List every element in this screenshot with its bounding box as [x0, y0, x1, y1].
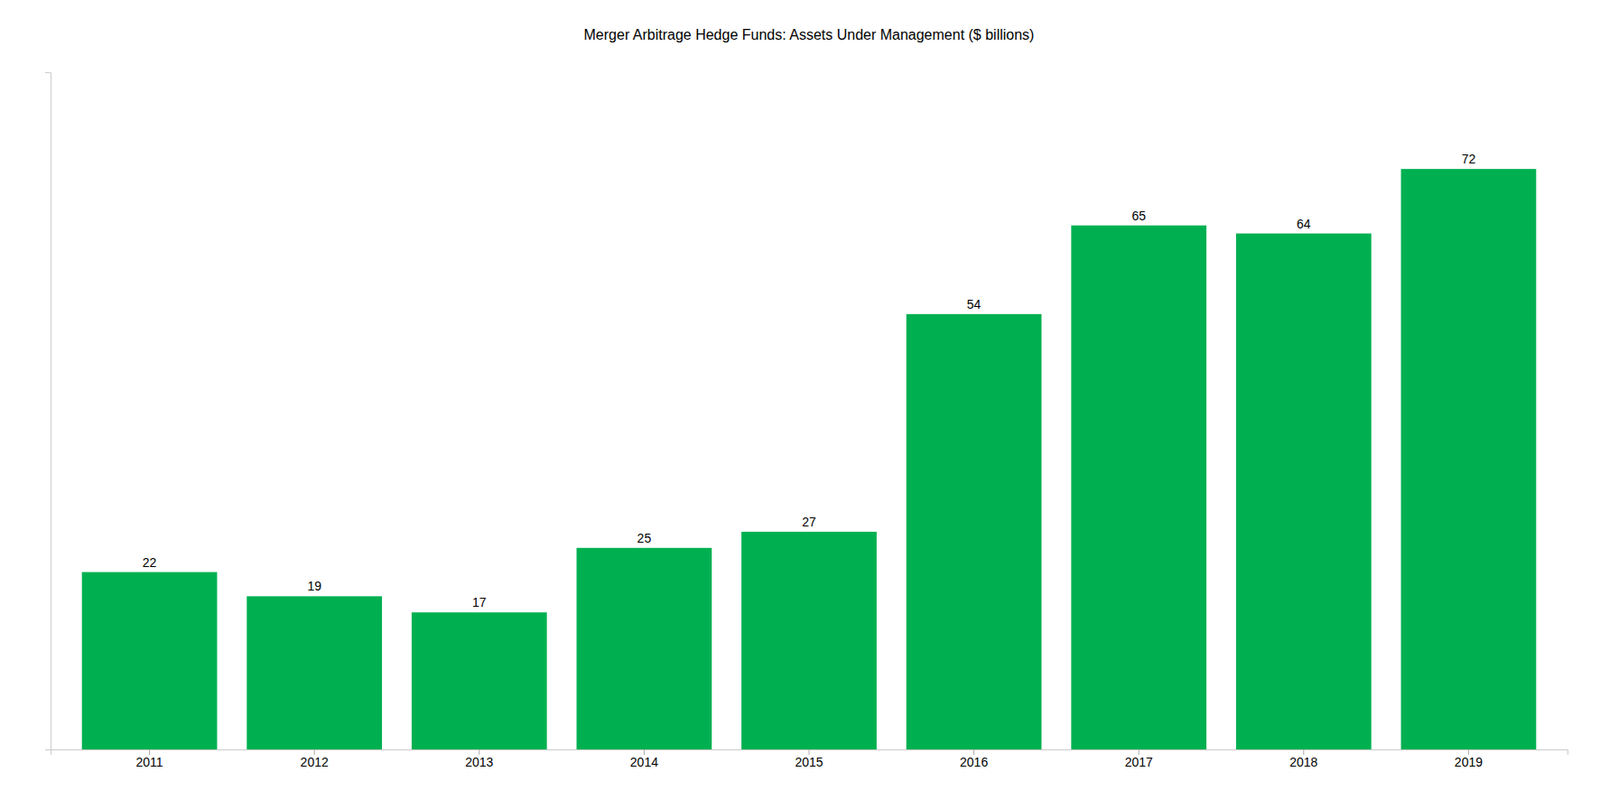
x-tick: 2017	[1125, 749, 1154, 770]
x-tick: 2019	[1454, 749, 1483, 770]
x-axis: 2011 2012 2013 2014 2015 2016 2017 2018 2019	[51, 749, 1569, 770]
x-tick-label: 2011	[136, 754, 164, 770]
x-tick-label: 2018	[1289, 754, 1318, 770]
plot-area: 2011 2012 2013 2014 2015 2016 2017 2018 2019 22 19…	[45, 73, 1569, 770]
bar	[82, 572, 218, 750]
bar	[246, 595, 382, 750]
data-label: 17	[472, 595, 487, 610]
x-tick: 2011	[136, 749, 164, 770]
data-label: 25	[637, 530, 652, 546]
bars	[82, 168, 1537, 750]
chart-svg: 2011 2012 2013 2014 2015 2016 2017 2018 2019 22 19…	[0, 0, 1600, 800]
x-tick: 2013	[465, 749, 494, 770]
x-tick-label: 2019	[1454, 754, 1483, 770]
x-tick: 2018	[1289, 749, 1318, 770]
x-tick: 2016	[959, 749, 988, 770]
x-tick-label: 2014	[630, 754, 659, 770]
x-tick: 2015	[794, 749, 823, 770]
bar	[1401, 168, 1537, 750]
data-label: 27	[801, 514, 817, 530]
bar	[576, 548, 713, 750]
bar	[906, 314, 1042, 750]
y-axis-line	[45, 73, 52, 751]
bar	[741, 531, 877, 750]
data-labels: 22 19 17 25 27 54 65 64 72	[142, 151, 1477, 610]
data-label: 64	[1296, 216, 1312, 232]
bar	[411, 612, 548, 750]
data-label: 72	[1461, 151, 1477, 167]
data-label: 19	[306, 578, 322, 594]
x-tick-label: 2013	[465, 754, 494, 770]
x-tick-label: 2012	[300, 754, 329, 770]
data-label: 65	[1131, 208, 1146, 224]
y-axis	[45, 73, 52, 751]
x-tick-label: 2016	[959, 754, 988, 770]
data-label: 54	[967, 297, 982, 312]
data-label: 22	[142, 555, 158, 570]
bar	[1236, 233, 1372, 750]
x-tick: 2012	[300, 749, 329, 770]
chart-title: Merger Arbitrage Hedge Funds: Assets Und…	[584, 27, 1035, 43]
bar	[1070, 225, 1207, 750]
x-tick-label: 2017	[1125, 754, 1154, 770]
x-tick-label: 2015	[794, 754, 823, 770]
x-tick: 2014	[630, 749, 659, 770]
